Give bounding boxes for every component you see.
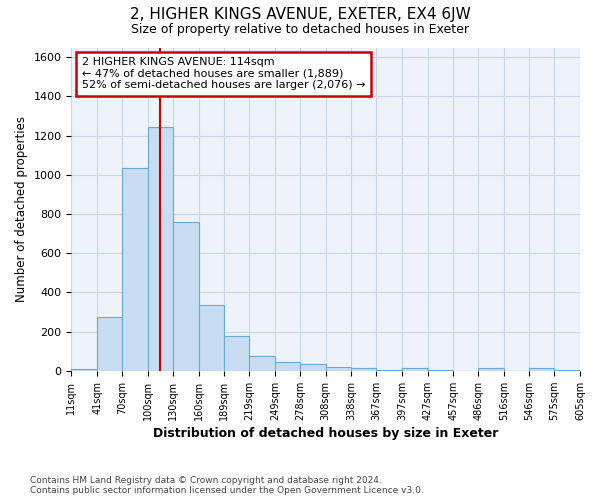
Bar — [376, 370, 402, 371]
Text: 2 HIGHER KINGS AVENUE: 114sqm
← 47% of detached houses are smaller (1,889)
52% o: 2 HIGHER KINGS AVENUE: 114sqm ← 47% of d… — [82, 57, 365, 90]
Bar — [300, 364, 326, 371]
Bar — [428, 370, 453, 371]
X-axis label: Distribution of detached houses by size in Exeter: Distribution of detached houses by size … — [153, 427, 499, 440]
Bar — [275, 362, 300, 371]
Bar — [224, 336, 250, 371]
Bar — [326, 367, 352, 371]
Bar — [250, 356, 275, 371]
Bar — [199, 305, 224, 371]
Bar — [554, 370, 580, 371]
Bar — [529, 368, 554, 371]
Bar — [71, 369, 97, 371]
Bar — [352, 368, 376, 371]
Text: Contains HM Land Registry data © Crown copyright and database right 2024.
Contai: Contains HM Land Registry data © Crown c… — [30, 476, 424, 495]
Text: 2, HIGHER KINGS AVENUE, EXETER, EX4 6JW: 2, HIGHER KINGS AVENUE, EXETER, EX4 6JW — [130, 8, 470, 22]
Bar — [173, 222, 199, 371]
Bar — [402, 368, 428, 371]
Text: Size of property relative to detached houses in Exeter: Size of property relative to detached ho… — [131, 22, 469, 36]
Y-axis label: Number of detached properties: Number of detached properties — [15, 116, 28, 302]
Bar — [122, 168, 148, 371]
Bar — [97, 317, 122, 371]
Bar — [148, 127, 173, 371]
Bar — [478, 368, 504, 371]
